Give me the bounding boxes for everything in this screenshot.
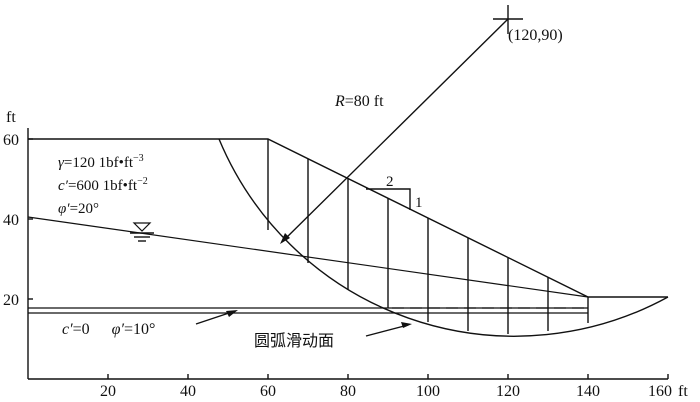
center-label: (120,90) (508, 27, 563, 44)
y-axis-unit: ft (6, 109, 16, 126)
water-table-icon (132, 222, 152, 232)
unit-weight-label: γ=120 1bf•ft−3 (58, 153, 144, 171)
weak-layer-arrowhead (226, 310, 238, 317)
x-tick-label-140: 140 (576, 383, 600, 400)
x-tick-label-20: 20 (100, 383, 116, 400)
x-tick-label-160: 160 (648, 383, 672, 400)
weak-layer-leader (195, 311, 233, 325)
x-tick-label-60: 60 (260, 383, 276, 400)
radius-symbol: R (334, 93, 345, 110)
slope-ratio-vertical: 1 (415, 195, 423, 211)
slope-ratio-horizontal: 2 (386, 174, 394, 190)
failure-label-arrowhead (401, 322, 412, 328)
x-tick-label-80: 80 (340, 383, 356, 400)
y-tick-label-60: 60 (3, 132, 19, 149)
friction-angle-label: φ′=20° (58, 201, 99, 217)
cohesion-label: c′=600 1bf•ft−2 (58, 176, 148, 194)
x-tick-label-120: 120 (496, 383, 520, 400)
radius-value: =80 ft (345, 93, 384, 110)
x-tick-label-40: 40 (180, 383, 196, 400)
x-axis-unit: ft (678, 383, 688, 400)
radius-line (281, 18, 509, 243)
radius-arrowhead (280, 233, 290, 244)
y-tick-label-20: 20 (3, 292, 19, 309)
failure-label-leader (365, 324, 409, 337)
weak-layer-label: c′=0 φ′=10° (62, 321, 155, 338)
failure-surface-label: 圆弧滑动面 (254, 331, 334, 350)
circular-slip-surface (218, 138, 669, 337)
slope-ratio-triangle (366, 188, 411, 210)
radius-label: R=80 ft (334, 93, 384, 110)
x-tick-label-100: 100 (416, 383, 440, 400)
y-tick-label-40: 40 (3, 212, 19, 229)
